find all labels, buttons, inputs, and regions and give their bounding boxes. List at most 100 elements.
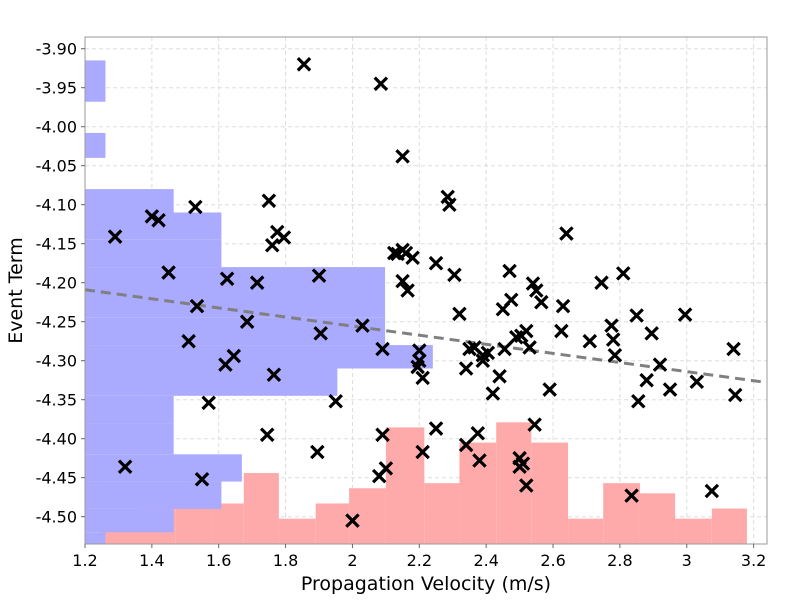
data-point xyxy=(296,57,312,72)
data-point xyxy=(181,333,196,349)
data-point xyxy=(522,340,537,355)
data-point xyxy=(239,314,255,329)
x-tick-label: 2.4 xyxy=(473,551,498,570)
y-tick-label: -4.20 xyxy=(36,274,77,293)
data-point xyxy=(266,367,282,383)
y-axis-ticks: -3.90 -3.95 -4.00 -4.05 -4.10 -4.15 -4.20 -4.25… xyxy=(36,40,85,527)
data-point xyxy=(529,283,544,298)
data-point xyxy=(447,267,462,283)
y-tick-label: -4.05 xyxy=(36,157,77,176)
y-hist-bar xyxy=(85,239,222,268)
x-tick-label: 2.2 xyxy=(407,551,432,570)
data-point xyxy=(582,333,598,349)
data-point xyxy=(472,453,487,468)
x-tick-label: 2.8 xyxy=(607,551,632,570)
x-tick-label: 1.6 xyxy=(206,551,231,570)
data-point xyxy=(276,230,292,245)
x-tick-label: 1.2 xyxy=(72,551,97,570)
x-axis-title: Propagation Velocity (m/s) xyxy=(301,573,551,595)
y-hist-bar xyxy=(85,481,222,509)
x-tick-label: 2 xyxy=(347,551,357,570)
data-point xyxy=(188,199,203,215)
data-point xyxy=(161,265,176,280)
data-point xyxy=(398,245,414,261)
data-point xyxy=(452,306,467,322)
data-point xyxy=(470,425,486,441)
data-point xyxy=(259,427,275,443)
data-point xyxy=(594,275,609,290)
y-hist-bar xyxy=(85,317,386,346)
data-point xyxy=(615,266,631,281)
x-hist-bar xyxy=(568,518,604,544)
data-point xyxy=(527,417,542,432)
x-tick-label: 3.2 xyxy=(741,551,766,570)
plot-frame xyxy=(84,36,768,545)
data-point xyxy=(727,387,743,403)
data-point xyxy=(218,357,233,372)
y-hist-bar xyxy=(85,60,106,102)
y-tick-label: -3.95 xyxy=(36,79,77,98)
data-point xyxy=(428,255,444,271)
y-hist-bar xyxy=(85,132,106,158)
x-tick-label: 2.6 xyxy=(540,551,565,570)
data-point xyxy=(458,437,474,453)
y-tick-label: -4.35 xyxy=(36,391,77,410)
x-tick-label: 3 xyxy=(682,551,692,570)
data-point xyxy=(475,347,491,363)
x-hist-bar xyxy=(212,503,244,544)
data-point xyxy=(726,341,741,357)
y-hist-bar xyxy=(85,345,433,369)
data-point xyxy=(310,444,325,460)
y-tick-label: -4.00 xyxy=(36,118,77,137)
data-point xyxy=(605,332,621,347)
y-hist-bar xyxy=(85,508,174,533)
data-point xyxy=(117,459,133,475)
data-point xyxy=(328,393,343,409)
data-point xyxy=(629,308,644,323)
data-point xyxy=(249,275,265,290)
x-hist-bar xyxy=(385,427,425,544)
data-point xyxy=(345,513,360,528)
data-point xyxy=(378,461,394,476)
y-tick-label: -4.25 xyxy=(36,313,77,332)
data-point xyxy=(395,149,410,164)
y-tick-label: -4.30 xyxy=(36,352,77,371)
data-point xyxy=(442,197,457,212)
data-point xyxy=(355,318,370,333)
data-point xyxy=(644,326,659,341)
data-point xyxy=(375,427,390,443)
data-point xyxy=(311,268,327,283)
data-point xyxy=(704,483,720,499)
data-point xyxy=(631,393,646,409)
data-point xyxy=(194,471,210,487)
y-hist-bar xyxy=(85,423,174,455)
data-point xyxy=(107,229,123,244)
data-point xyxy=(689,374,705,390)
y-hist-bar xyxy=(85,189,174,213)
data-point xyxy=(458,361,474,376)
x-hist-bar xyxy=(711,508,747,544)
data-point xyxy=(502,263,517,279)
y-tick-label: -3.90 xyxy=(36,40,77,59)
y-tick-label: -4.40 xyxy=(36,430,77,449)
data-point xyxy=(373,76,389,92)
y-histogram xyxy=(85,60,433,544)
y-axis-title: Event Term xyxy=(5,237,27,344)
data-point xyxy=(639,372,654,388)
data-point xyxy=(559,226,574,241)
y-tick-label: -4.45 xyxy=(36,469,77,488)
y-hist-bar xyxy=(85,368,338,396)
data-point xyxy=(652,357,668,372)
data-point xyxy=(313,326,328,341)
x-hist-bar xyxy=(424,483,460,544)
data-point xyxy=(264,237,280,253)
x-hist-bar xyxy=(315,503,350,544)
data-point xyxy=(604,318,619,333)
x-hist-bar xyxy=(175,503,213,544)
data-point xyxy=(607,347,623,363)
data-point xyxy=(624,488,639,503)
data-point xyxy=(512,459,527,475)
data-point xyxy=(151,213,166,228)
data-point xyxy=(555,298,571,314)
